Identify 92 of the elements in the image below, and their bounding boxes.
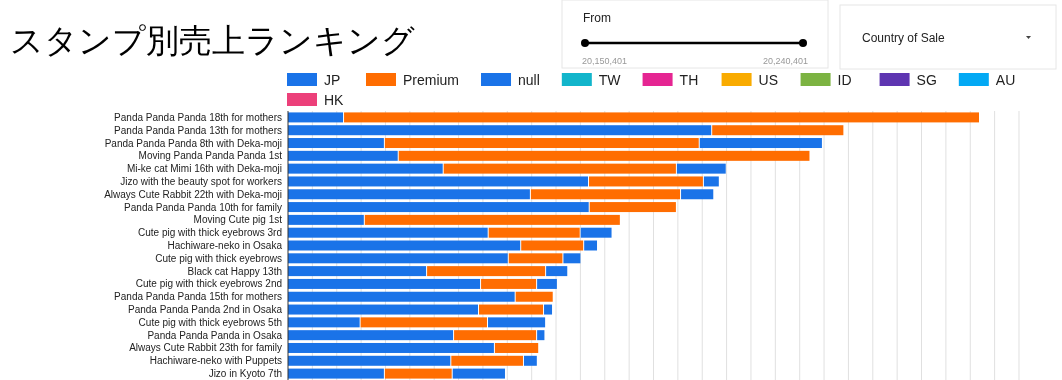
y-tick-label: Cute pig with thick eyebrows 3rd	[138, 227, 282, 239]
bar	[364, 214, 620, 225]
bar	[288, 150, 398, 161]
y-tick-label: Cute pig with thick eyebrows	[155, 252, 282, 264]
bar	[563, 253, 581, 264]
bar	[443, 163, 676, 174]
bar	[344, 112, 979, 123]
bar	[676, 163, 726, 174]
bar	[537, 330, 545, 341]
bar	[288, 253, 508, 264]
text: Country of Sale	[862, 31, 946, 45]
bar	[454, 330, 537, 341]
bar	[288, 125, 712, 136]
chart-title: スタンプ別売上ランキング	[10, 22, 415, 59]
text: 20,240,401	[762, 56, 808, 66]
bar	[288, 342, 494, 353]
bar	[288, 227, 488, 238]
bar	[427, 266, 546, 277]
bar	[288, 176, 589, 187]
y-tick-label: Panda Panda Panda 8th with Deka-moji	[104, 137, 282, 149]
y-tick-label: Always Cute Rabbit 22th with Deka-moji	[104, 188, 282, 200]
y-tick-label: Moving Panda Panda Panda 1st	[138, 150, 283, 162]
bar	[537, 278, 557, 289]
bar	[508, 253, 563, 264]
bar	[703, 176, 719, 187]
bar	[481, 278, 537, 289]
bar	[288, 163, 443, 174]
bar	[478, 304, 544, 315]
bar	[515, 291, 553, 302]
y-tick-label: Panda Panda Panda 15th for mothers	[114, 291, 282, 303]
bar	[487, 317, 546, 328]
y-tick-label: Panda Panda Panda 13th for mothers	[114, 124, 282, 136]
text: From	[583, 11, 611, 25]
y-tick-label: Panda Panda Panda 2nd in Osaka	[127, 304, 283, 316]
bar	[451, 355, 523, 366]
bar	[712, 125, 844, 136]
legend-label: HK	[324, 91, 345, 108]
y-tick-label: Hachiware-neko with Puppets	[149, 355, 282, 367]
y-tick-label: Cute pig with thick eyebrows 2nd	[135, 278, 282, 290]
y-tick-label: Hachiware-neko in Osaka	[167, 240, 283, 251]
bar	[488, 227, 580, 238]
bar	[288, 355, 451, 366]
bar	[398, 150, 810, 161]
bar	[288, 317, 360, 328]
bar	[699, 138, 822, 149]
bar	[288, 138, 384, 149]
bar	[288, 112, 344, 123]
legend-label: US	[758, 71, 779, 88]
legend-label: ID	[837, 71, 852, 88]
y-tick-label: Always Cute Rabbit 23th for family	[129, 342, 282, 354]
y-tick-label: Jizo with the beauty spot for workers	[120, 175, 282, 187]
legend-label: AU	[995, 71, 1016, 88]
bar	[544, 304, 553, 315]
bar	[288, 330, 454, 341]
legend-label: SG	[916, 71, 937, 88]
bar	[521, 240, 584, 251]
bar	[384, 138, 699, 149]
bar	[288, 278, 481, 289]
bar	[494, 342, 539, 353]
bar	[288, 304, 478, 315]
bar	[288, 266, 427, 277]
y-tick-label: Black cat Happy 13th	[187, 265, 282, 277]
bar	[546, 266, 568, 277]
bar	[288, 214, 364, 225]
y-tick-label: Cute pig with thick eyebrows 5th	[138, 316, 282, 328]
bar	[530, 189, 681, 200]
y-tick-label: Panda Panda Panda 10th for family	[124, 201, 282, 213]
bar	[288, 189, 530, 200]
legend-label: TH	[679, 71, 699, 88]
bar	[288, 291, 515, 302]
bar	[589, 176, 703, 187]
bar	[584, 240, 598, 251]
legend-label: Premium	[403, 71, 460, 88]
legend-label: TW	[598, 71, 622, 88]
bar	[523, 355, 537, 366]
bar	[360, 317, 487, 328]
y-tick-label: Moving Cute pig 1st	[193, 214, 283, 226]
y-tick-label: Panda Panda Panda in Osaka	[147, 329, 283, 341]
bar	[452, 368, 505, 379]
bar	[288, 202, 589, 213]
legend-label: JP	[324, 71, 341, 88]
legend-label: null	[518, 71, 540, 88]
bar	[288, 368, 384, 379]
y-tick-label: Jizo in Kyoto 7th	[208, 368, 282, 380]
y-tick-label: Mi-ke cat Mimi 16th with Deka-moji	[126, 163, 282, 175]
bar	[681, 189, 714, 200]
text: 20,150,401	[582, 56, 628, 66]
bar	[288, 240, 521, 251]
bar	[589, 202, 676, 213]
y-tick-label: Panda Panda Panda 18th for mothers	[114, 111, 282, 123]
bar	[384, 368, 452, 379]
bar	[580, 227, 612, 238]
